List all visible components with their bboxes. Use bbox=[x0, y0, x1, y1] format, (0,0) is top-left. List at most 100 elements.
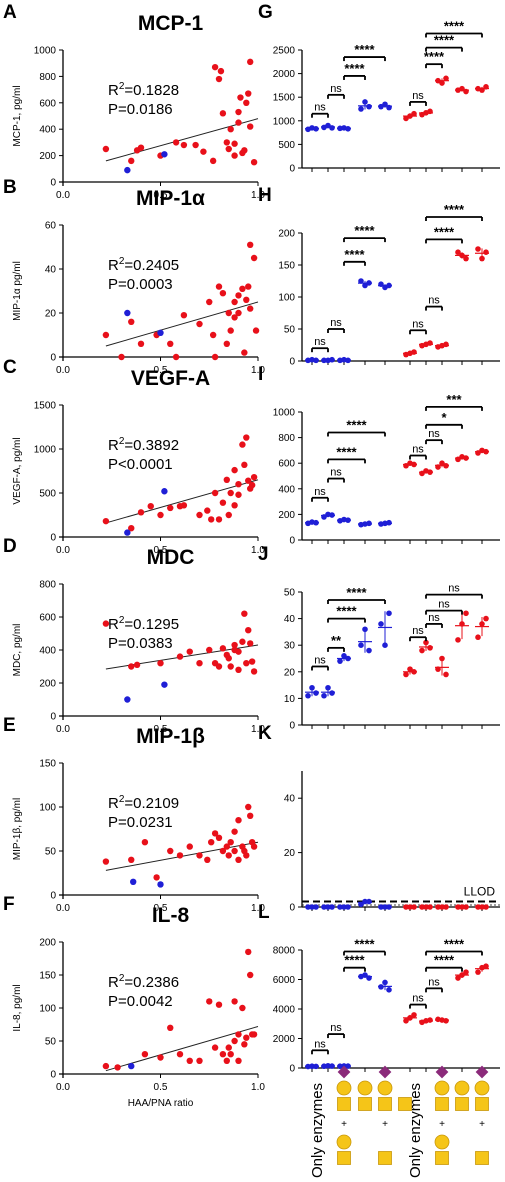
circle-glyph-icon bbox=[336, 1080, 352, 1096]
red-point bbox=[196, 1057, 203, 1065]
square-glyph-icon bbox=[358, 1097, 372, 1111]
group-point bbox=[479, 621, 485, 627]
p-value: P<0.0001 bbox=[108, 456, 173, 473]
y-tick-label: 50 bbox=[45, 1037, 57, 1048]
group-point bbox=[483, 615, 489, 622]
sig-label: ns bbox=[412, 318, 424, 330]
panel-letter: J bbox=[258, 544, 269, 565]
blue-point bbox=[124, 309, 131, 317]
red-point bbox=[250, 473, 258, 481]
group-point bbox=[443, 341, 449, 348]
r-squared: R2=0.2386 bbox=[108, 973, 179, 991]
red-point bbox=[225, 1044, 232, 1051]
red-point bbox=[102, 858, 110, 865]
group-point bbox=[407, 1015, 413, 1021]
panel-letter: I bbox=[258, 364, 263, 385]
red-point bbox=[176, 653, 184, 660]
y-tick-label: 200 bbox=[39, 938, 56, 949]
group-point bbox=[423, 639, 429, 646]
red-point bbox=[237, 94, 244, 101]
sig-label: **** bbox=[336, 604, 357, 619]
red-point bbox=[231, 314, 238, 321]
scatter-panel-d: D MDC 0 200 400 600 800 0.0 0.5 1.0 MDC, pg/ml R2=0… bbox=[3, 536, 265, 735]
red-point bbox=[157, 511, 164, 519]
red-point bbox=[243, 434, 250, 441]
x-tick-label: 1.0 bbox=[251, 545, 265, 556]
group-point bbox=[366, 975, 372, 981]
group-point bbox=[427, 469, 433, 475]
red-point bbox=[208, 839, 215, 846]
red-point bbox=[231, 466, 238, 474]
red-point bbox=[235, 648, 242, 655]
group-point bbox=[435, 904, 441, 910]
group-point bbox=[386, 904, 392, 910]
red-point bbox=[225, 145, 232, 153]
sig-label: **** bbox=[434, 953, 455, 968]
red-point bbox=[231, 140, 238, 147]
blue-point bbox=[124, 696, 131, 703]
group-point bbox=[483, 448, 489, 455]
sig-label: ns bbox=[314, 486, 326, 498]
circle-glyph-icon bbox=[336, 1134, 352, 1150]
red-point bbox=[227, 327, 234, 334]
red-point bbox=[204, 856, 211, 863]
y-tick-label: 100 bbox=[39, 1004, 56, 1015]
y-tick-label: 500 bbox=[278, 140, 295, 151]
plus-sign: + bbox=[479, 1119, 485, 1130]
group-point bbox=[382, 101, 388, 108]
sig-label: **** bbox=[344, 247, 365, 262]
red-point bbox=[250, 159, 258, 166]
y-tick-label: 1500 bbox=[273, 93, 296, 104]
red-point bbox=[223, 843, 230, 850]
red-point bbox=[211, 63, 219, 71]
red-point bbox=[157, 1054, 164, 1061]
red-point bbox=[247, 241, 254, 248]
red-point bbox=[247, 123, 254, 130]
square-glyph-icon bbox=[337, 1097, 351, 1111]
group-point bbox=[479, 87, 485, 93]
sig-label: ns bbox=[428, 428, 440, 440]
y-tick-label: 1000 bbox=[34, 445, 57, 456]
group-point bbox=[427, 645, 433, 651]
sig-label: ** bbox=[331, 633, 342, 648]
scatter-panel-a: A MCP-1 0 200 400 600 800 1000 0.0 0.5 1.0 MCP-1, p… bbox=[3, 2, 265, 201]
red-point bbox=[225, 309, 232, 317]
red-point bbox=[180, 141, 188, 149]
group-point bbox=[345, 655, 351, 662]
red-point bbox=[245, 803, 252, 811]
red-point bbox=[196, 852, 203, 859]
group-point bbox=[378, 621, 384, 627]
red-point bbox=[167, 847, 174, 855]
group-point bbox=[403, 1018, 409, 1024]
red-point bbox=[231, 998, 238, 1005]
red-point bbox=[211, 830, 219, 837]
y-tick-label: 150 bbox=[39, 971, 56, 982]
group-point bbox=[313, 1063, 319, 1070]
red-point bbox=[241, 461, 248, 469]
group-point bbox=[459, 972, 465, 978]
red-point bbox=[219, 1051, 227, 1058]
red-point bbox=[114, 1064, 121, 1071]
group-point bbox=[475, 904, 481, 910]
red-point bbox=[239, 441, 246, 448]
regression-line bbox=[105, 301, 259, 347]
group-point bbox=[419, 647, 425, 654]
red-point bbox=[128, 318, 135, 325]
red-point bbox=[196, 511, 203, 519]
red-point bbox=[180, 312, 188, 319]
group-point bbox=[443, 671, 449, 678]
right-panels: G05001000150020002500nsns********ns*****… bbox=[258, 2, 500, 1075]
red-point bbox=[241, 349, 248, 356]
y-tick-label: 40 bbox=[284, 794, 296, 805]
sig-label: ns bbox=[412, 993, 424, 1005]
sig-label: *** bbox=[446, 392, 462, 407]
red-point bbox=[252, 327, 260, 334]
group-point bbox=[463, 455, 469, 461]
sig-label: **** bbox=[346, 585, 367, 600]
red-point bbox=[102, 145, 110, 153]
red-point bbox=[235, 1057, 242, 1065]
panel-title: VEGF-A bbox=[131, 367, 210, 390]
group-point bbox=[378, 984, 384, 990]
red-point bbox=[225, 511, 232, 519]
sig-label: **** bbox=[434, 33, 455, 48]
